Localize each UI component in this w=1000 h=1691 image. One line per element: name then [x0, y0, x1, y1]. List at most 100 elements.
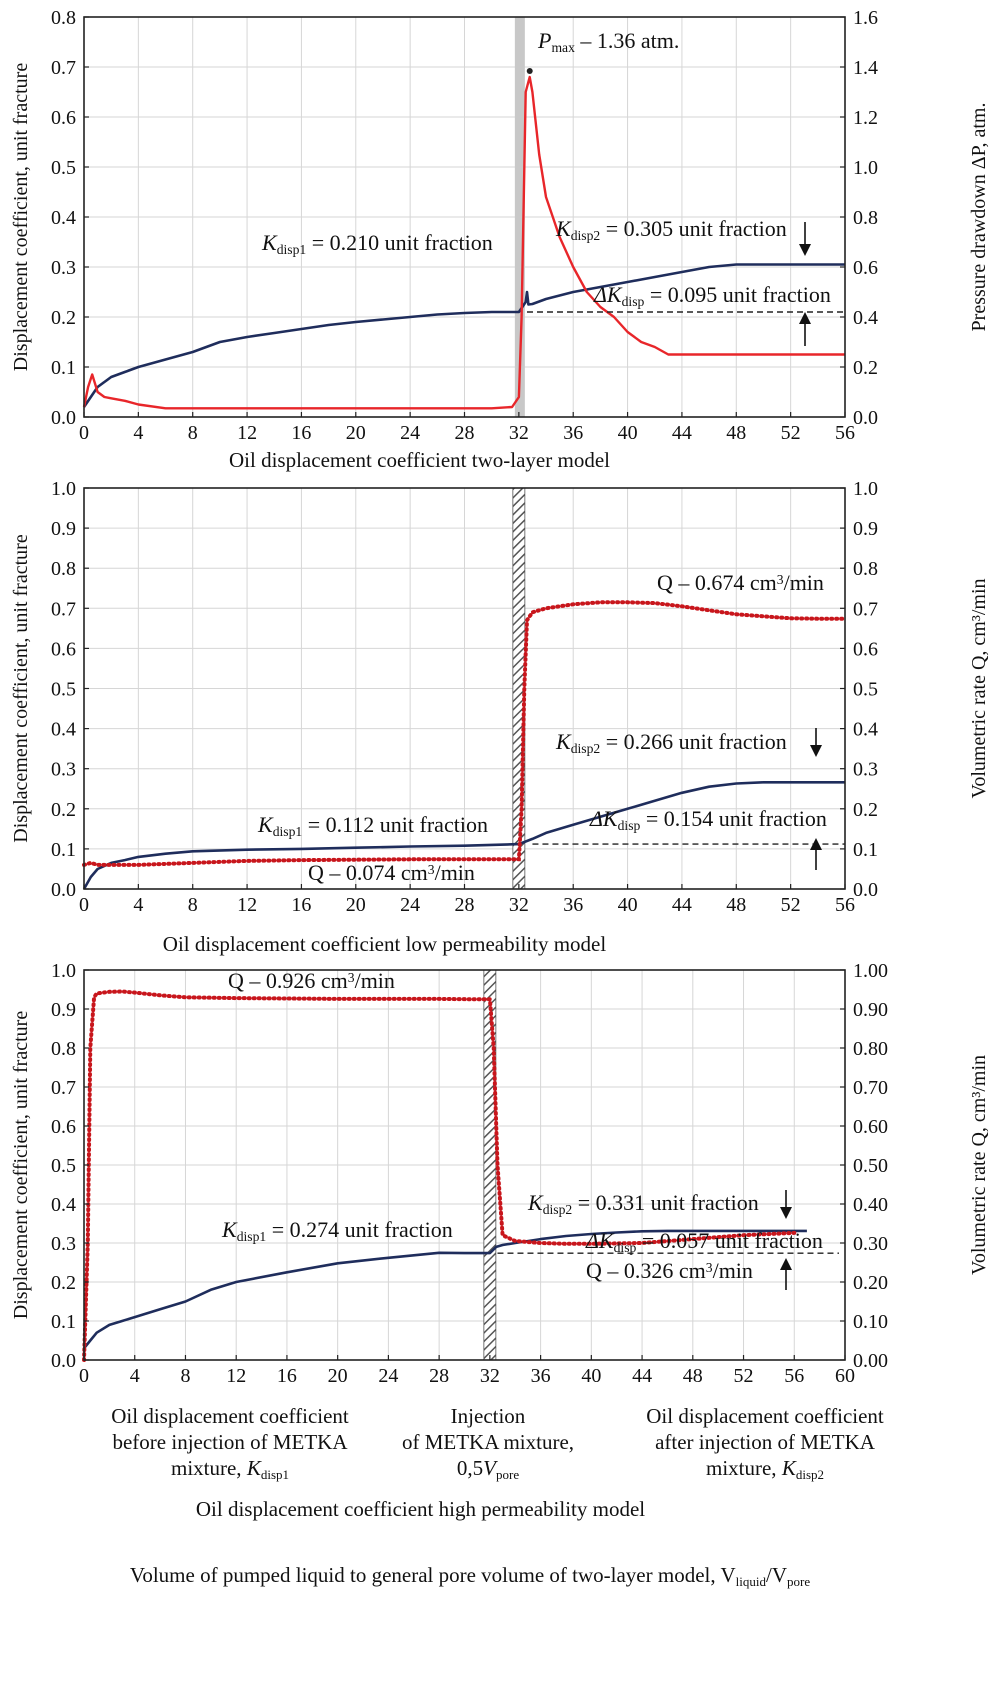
kdisp2-annotation: Kdisp2 = 0.266 unit fraction [555, 729, 787, 756]
y-tick-label: 0.4 [51, 207, 76, 229]
kdisp2-annotation-k2-sub: disp2 [571, 741, 601, 756]
y-tick-label: 1.0 [51, 960, 76, 982]
x-axis-label-xlabel-sub1: liquid [736, 1574, 767, 1589]
q-before-annotation-q1-tail: /min [355, 968, 395, 993]
kdisp1-annotation-k1-tail: = 0.210 unit fraction [306, 230, 493, 255]
y-tick-label: 0.1 [51, 839, 76, 861]
kdisp2-annotation-k2-tail: = 0.305 unit fraction [600, 216, 787, 241]
x-tick-label: 36 [563, 894, 583, 916]
pmax-annotation-pmax-sub: max [551, 40, 575, 55]
x-tick-label: 24 [400, 894, 420, 916]
y-tick-label: 0.8 [51, 1038, 76, 1060]
arrow-up-head [799, 312, 811, 324]
y2-tick-label: 0.8 [853, 558, 878, 580]
y-tick-label: 0.0 [51, 407, 76, 429]
y2-tick-label: 0.3 [853, 759, 878, 781]
q-before-annotation-q1-tail: /min [435, 860, 475, 885]
x-tick-label: 60 [835, 1365, 855, 1387]
caption-right-symbol: K [781, 1456, 797, 1480]
x-axis-label-xlabel-sub2: pore [787, 1574, 810, 1589]
y-axis-label: Displacement coefficient, unit fracture [10, 1011, 32, 1320]
delta-kdisp-annotation-dk-sub: disp [614, 1240, 637, 1255]
y-tick-label: 0.3 [51, 257, 76, 279]
y-tick-label: 0.2 [51, 799, 76, 821]
caption-left-text: mixture, [171, 1456, 247, 1480]
arrow-up-head [810, 838, 822, 850]
x-tick-label: 40 [618, 894, 638, 916]
kdisp2-annotation-k2-sub: disp2 [571, 228, 601, 243]
caption-left-line: before injection of METKA [112, 1430, 348, 1454]
y-tick-label: 0.0 [51, 879, 76, 901]
x-tick-label: 12 [237, 422, 257, 444]
y2-tick-label: 0.50 [853, 1155, 888, 1177]
x-tick-label: 40 [618, 422, 638, 444]
caption-mid-symbol: V [483, 1456, 498, 1480]
kdisp2-annotation: Kdisp2 = 0.305 unit fraction [555, 216, 787, 243]
pmax-annotation: Pmax – 1.36 atm. [537, 28, 679, 55]
x-tick-label: 20 [328, 1365, 348, 1387]
x-tick-label: 4 [130, 1365, 140, 1387]
x-tick-label: 56 [835, 422, 855, 444]
kdisp2-annotation-k2-main: K [527, 1190, 544, 1215]
y2-tick-label: 0.9 [853, 518, 878, 540]
delta-kdisp-annotation-dk-main: ΔK [585, 1228, 615, 1253]
x-tick-label: 20 [346, 422, 366, 444]
kdisp1-annotation-k1-sub: disp1 [273, 824, 303, 839]
chart-panel-2: 0 4 8 12 16 20 24 28 32 36 40 44 48 52 560.00.10.20.30… [10, 478, 990, 956]
x-tick-label: 16 [291, 894, 311, 916]
caption-left-line: Oil displacement coefficient [111, 1404, 349, 1428]
delta-kdisp-annotation-dk-sub: disp [622, 294, 645, 309]
delta-kdisp-annotation: ΔKdisp = 0.154 unit fraction [589, 806, 827, 833]
x-axis-label-xlabel-mid: /V [766, 1563, 787, 1587]
q-after-annotation-q2-sup: 3 [706, 1260, 713, 1275]
kdisp1-annotation: Kdisp1 = 0.112 unit fraction [257, 812, 488, 839]
x-tick-label: 44 [672, 422, 692, 444]
chart-panel-1: 0 4 8 12 16 20 24 28 32 36 40 44 48 52 560.00.10.20.30… [10, 7, 990, 472]
kdisp1-annotation: Kdisp1 = 0.210 unit fraction [261, 230, 493, 257]
q-before-annotation: Q – 0.074 cm3/min [308, 860, 475, 885]
y2-tick-label: 0.2 [853, 357, 878, 379]
y-tick-label: 0.6 [51, 638, 76, 660]
x-tick-label: 40 [581, 1365, 601, 1387]
caption-mid-subscript: pore [496, 1467, 519, 1482]
x-tick-label: 20 [346, 894, 366, 916]
y2-tick-label: 0.6 [853, 638, 878, 660]
delta-kdisp-annotation-dk-tail: = 0.154 unit fraction [640, 806, 827, 831]
x-tick-label: 32 [480, 1365, 500, 1387]
y-tick-label: 0.1 [51, 1311, 76, 1333]
x-tick-label: 8 [188, 894, 198, 916]
q-after-annotation-q2-sup: 3 [777, 572, 784, 587]
arrow-down-head [810, 745, 822, 757]
x-tick-label: 8 [188, 422, 198, 444]
y2-tick-label: 0.6 [853, 257, 878, 279]
series-line-volumetric-rate [82, 600, 847, 867]
kdisp2-annotation-k2-main: K [555, 729, 572, 754]
kdisp1-annotation-k1-tail: = 0.112 unit fraction [302, 812, 488, 837]
y2-tick-label: 0.90 [853, 999, 888, 1021]
y-tick-label: 0.7 [51, 57, 76, 79]
kdisp1-annotation-k1-sub: disp1 [277, 242, 307, 257]
y-tick-label: 0.5 [51, 1155, 76, 1177]
caption-right-subscript: disp2 [796, 1467, 824, 1482]
x-tick-label: 44 [632, 1365, 652, 1387]
caption-mid-line: of METKA mixture, [402, 1430, 574, 1454]
y-tick-label: 0.7 [51, 598, 76, 620]
y2-axis-label: Pressure drawdown ΔP, atm. [968, 103, 990, 332]
series-line-volumetric-rate [82, 989, 797, 1362]
x-tick-label: 0 [79, 894, 89, 916]
y-tick-label: 0.2 [51, 1272, 76, 1294]
y2-tick-label: 0.4 [853, 307, 878, 329]
x-tick-label: 32 [509, 894, 529, 916]
kdisp1-annotation-k1-main: K [261, 230, 278, 255]
y2-tick-label: 0.10 [853, 1311, 888, 1333]
y2-tick-label: 0.70 [853, 1077, 888, 1099]
x-tick-label: 36 [563, 422, 583, 444]
x-tick-label: 44 [672, 894, 692, 916]
y2-tick-label: 1.6 [853, 7, 878, 29]
x-tick-label: 28 [429, 1365, 449, 1387]
x-tick-label: 8 [180, 1365, 190, 1387]
kdisp2-annotation: Kdisp2 = 0.331 unit fraction [527, 1190, 759, 1217]
series-line-pressure-drawdown [82, 75, 845, 410]
x-axis-label-xlabel: Volume of pumped liquid to general pore … [130, 1563, 736, 1587]
x-tick-label: 12 [237, 894, 257, 916]
